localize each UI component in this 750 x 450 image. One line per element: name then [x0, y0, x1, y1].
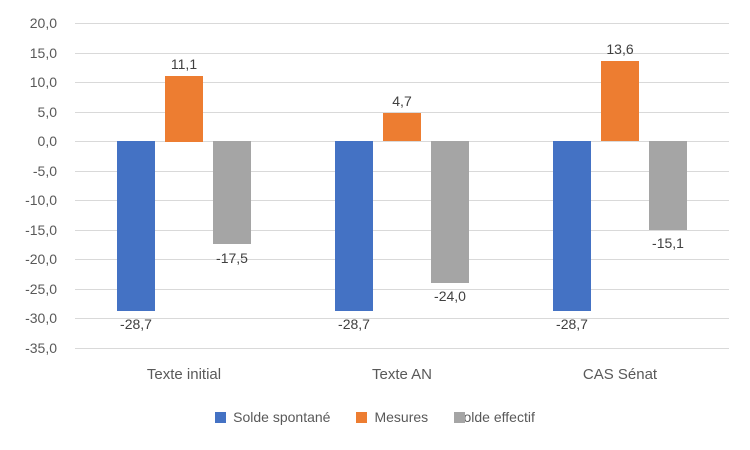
- data-label: -17,5: [216, 250, 248, 266]
- y-axis-tick-label: -20,0: [25, 251, 57, 267]
- data-label: 13,6: [606, 41, 634, 57]
- x-axis-category-label: Texte initial: [146, 366, 222, 383]
- y-gridline: [75, 112, 729, 113]
- bar-solde-spontan--1: [335, 141, 373, 311]
- bar-mesures-1: [383, 113, 421, 141]
- y-gridline: [75, 230, 729, 231]
- y-axis-tick-label: 15,0: [29, 45, 57, 61]
- y-axis-tick-label: 10,0: [29, 74, 57, 90]
- y-axis-tick-label: -5,0: [32, 163, 57, 179]
- legend: Solde spontané Mesures Solde effectif: [0, 408, 750, 426]
- y-gridline: [75, 82, 729, 83]
- y-axis-tick-label: 20,0: [29, 15, 57, 31]
- y-gridline: [75, 53, 729, 54]
- data-label: 4,7: [392, 93, 412, 109]
- y-axis-tick-label: -15,0: [25, 222, 57, 238]
- y-gridline: [75, 318, 729, 319]
- legend-item-solde-spontan-: Solde spontané: [215, 408, 330, 426]
- y-gridline: [75, 171, 729, 172]
- bar-mesures-0: [165, 76, 203, 142]
- data-label: -24,0: [434, 288, 466, 304]
- y-axis-tick-label: -30,0: [25, 310, 57, 326]
- legend-label: Mesures: [374, 409, 429, 425]
- y-gridline: [75, 289, 729, 290]
- legend-swatch-icon: [454, 411, 466, 423]
- x-axis-category-label: CAS Sénat: [582, 366, 658, 383]
- bar-solde-spontan--2: [553, 141, 591, 311]
- y-axis-tick-label: -25,0: [25, 281, 57, 297]
- legend-label: Solde spontané: [233, 409, 331, 425]
- legend-item-solde-effectif: Solde effectif: [454, 408, 535, 426]
- data-label: -15,1: [652, 235, 684, 251]
- x-axis-category-label: Texte AN: [371, 366, 433, 383]
- y-gridline: [75, 200, 729, 201]
- y-axis-tick-label: -35,0: [25, 340, 57, 356]
- data-label: -28,7: [556, 316, 588, 332]
- y-axis-tick-label: -10,0: [25, 192, 57, 208]
- y-gridline: [75, 259, 729, 260]
- y-axis-tick-label: 0,0: [37, 133, 57, 149]
- bar-solde-effectif-2: [649, 141, 687, 230]
- bar-solde-effectif-1: [431, 141, 469, 283]
- legend-label: Solde effectif: [454, 409, 535, 425]
- y-axis-tick-label: 5,0: [37, 104, 57, 120]
- data-label: -28,7: [338, 316, 370, 332]
- y-gridline: [75, 141, 729, 142]
- bar-solde-spontan--0: [117, 141, 155, 311]
- legend-swatch-icon: [356, 411, 368, 423]
- legend-swatch-icon: [215, 411, 227, 423]
- bar-mesures-2: [601, 61, 639, 141]
- legend-item-mesures: Mesures: [356, 408, 428, 426]
- bar-solde-effectif-0: [213, 141, 251, 244]
- y-gridline: [75, 348, 729, 349]
- y-gridline: [75, 23, 729, 24]
- data-label: 11,1: [170, 56, 198, 72]
- data-label: -28,7: [120, 316, 152, 332]
